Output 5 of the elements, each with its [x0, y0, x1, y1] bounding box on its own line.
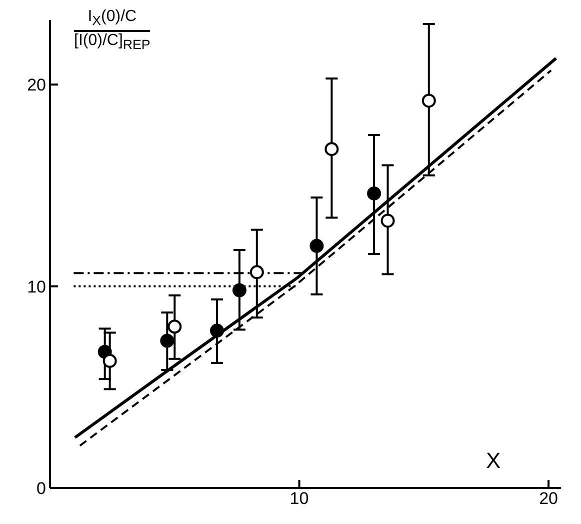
y-axis-title: I$_{X}$(0)/C [I(0)/C]$_{REP}$: [74, 8, 150, 54]
y-tick-label: 0: [36, 479, 46, 498]
y-tick-label: 20: [27, 76, 46, 95]
y-tick-label: 10: [27, 277, 46, 296]
x-axis-title: X: [486, 448, 501, 474]
